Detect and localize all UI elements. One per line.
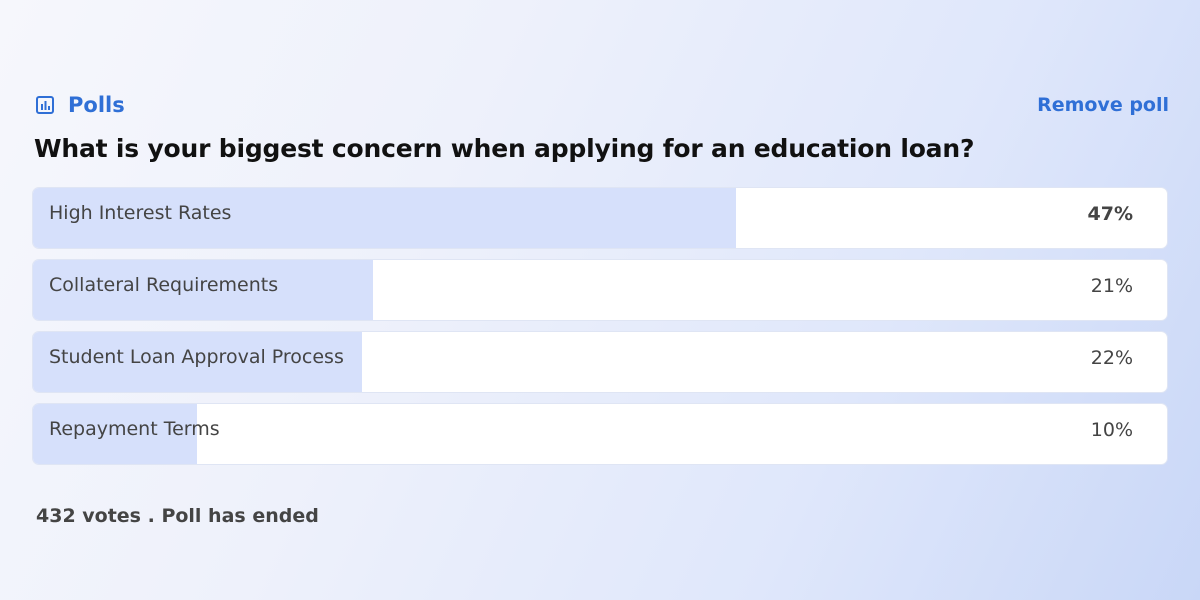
result-bar	[33, 260, 374, 320]
result-bar	[33, 404, 198, 464]
poll-options: High Interest Rates 47% Collateral Requir…	[32, 187, 1168, 475]
option-label: Student Loan Approval Process	[49, 346, 344, 368]
poll-title: Polls	[36, 93, 125, 117]
poll-option[interactable]: Student Loan Approval Process 22%	[32, 331, 1168, 393]
option-label: Repayment Terms	[49, 418, 220, 440]
option-percent: 10%	[1090, 419, 1133, 441]
option-label: High Interest Rates	[49, 202, 232, 224]
poll-header: Polls Remove poll	[36, 90, 1169, 120]
poll-option[interactable]: Collateral Requirements 21%	[32, 259, 1168, 321]
poll-option[interactable]: Repayment Terms 10%	[32, 403, 1168, 465]
option-label: Collateral Requirements	[49, 274, 279, 296]
bar-chart-icon	[36, 96, 54, 114]
option-percent: 22%	[1090, 347, 1133, 369]
remove-poll-button[interactable]: Remove poll	[1037, 94, 1169, 116]
result-bar	[33, 332, 362, 392]
option-percent: 21%	[1090, 275, 1133, 297]
result-bar	[33, 188, 737, 248]
option-percent: 47%	[1087, 203, 1133, 225]
poll-question: What is your biggest concern when applyi…	[34, 134, 975, 163]
poll-status: 432 votes . Poll has ended	[36, 505, 319, 527]
poll-title-text: Polls	[68, 93, 125, 117]
poll-option[interactable]: High Interest Rates 47%	[32, 187, 1168, 249]
